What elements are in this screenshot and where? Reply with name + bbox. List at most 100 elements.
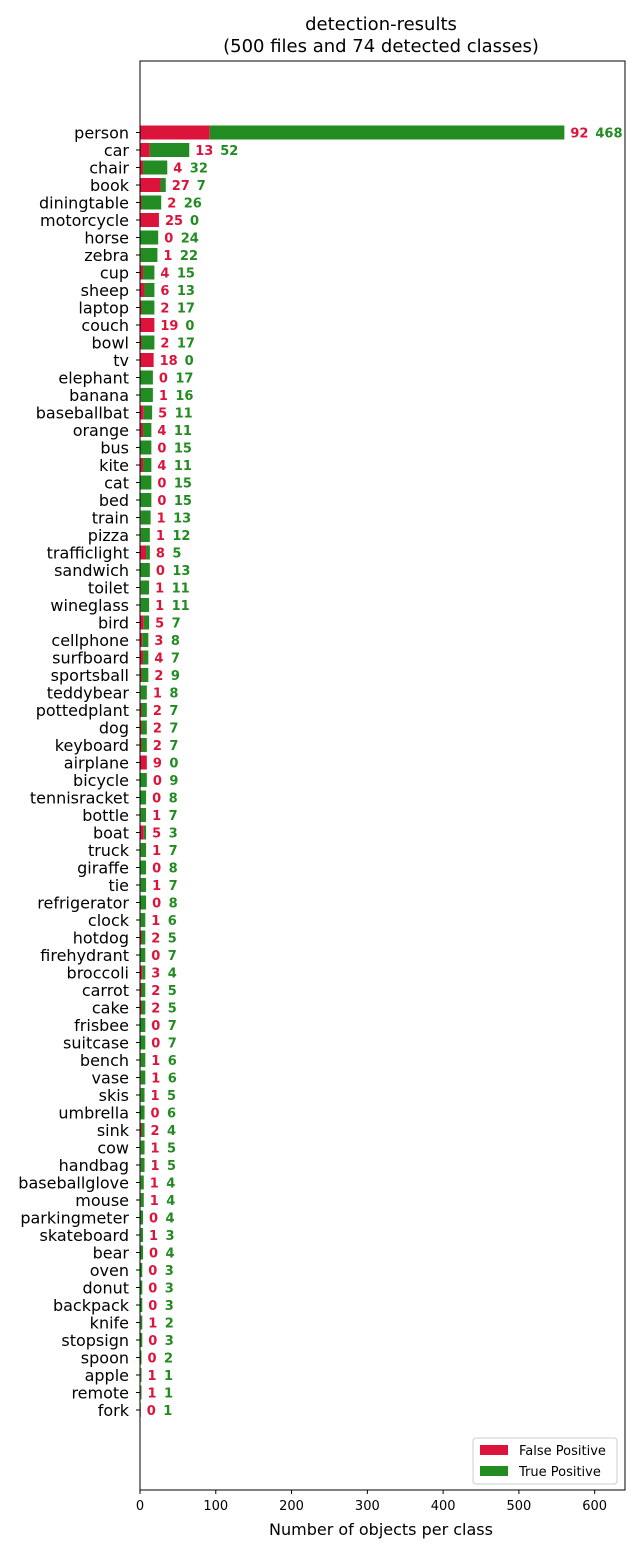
x-tick-label: 600: [582, 1499, 607, 1514]
bar-true-positive-cellphone: [142, 633, 149, 647]
bar-true-positive-broccoli: [142, 965, 146, 980]
y-tick-label-cow: cow: [97, 1139, 129, 1158]
y-tick-label-pizza: pizza: [88, 526, 129, 545]
data-label-false-positive-motorcycle: 25: [165, 214, 183, 229]
bar-true-positive-bicycle: [140, 773, 147, 787]
bar-true-positive-backpack: [140, 1298, 143, 1312]
bar-true-positive-boat: [143, 825, 147, 840]
data-label-false-positive-cake: 2: [151, 1002, 160, 1017]
bar-true-positive-bowl: [141, 335, 155, 350]
data-label-true-positive-wineglass: 11: [172, 599, 190, 614]
bar-false-positive-diningtable: [140, 195, 142, 210]
bar-true-positive-bird: [143, 615, 150, 630]
bar-false-positive-car: [140, 143, 150, 157]
data-label-false-positive-surfboard: 4: [154, 652, 163, 667]
bar-false-positive-couch: [140, 318, 155, 332]
data-label-false-positive-bowl: 2: [160, 337, 169, 352]
y-tick-label-mouse: mouse: [75, 1191, 129, 1210]
y-tick-label-spoon: spoon: [81, 1349, 129, 1368]
data-label-true-positive-car: 52: [220, 144, 238, 159]
legend-swatch-true-positive: [480, 1466, 508, 1476]
data-label-true-positive-bottle: 7: [169, 809, 178, 824]
bar-false-positive-cup: [140, 265, 144, 280]
bar-true-positive-car: [149, 143, 190, 157]
bar-true-positive-elephant: [140, 370, 153, 385]
bar-true-positive-bus: [140, 440, 152, 455]
bar-true-positive-bottle: [140, 808, 147, 822]
plot-area-frame: [139, 60, 626, 1491]
data-label-false-positive-stopsign: 0: [148, 1334, 157, 1349]
y-tick-label-motorcycle: motorcycle: [40, 211, 129, 230]
y-tick-label-tennisracket: tennisracket: [30, 789, 129, 808]
y-tick-label-stopsign: stopsign: [61, 1331, 129, 1350]
y-tick-label-bear: bear: [93, 1244, 130, 1263]
data-label-true-positive-couch: 0: [185, 319, 194, 334]
data-label-false-positive-parkingmeter: 0: [149, 1212, 158, 1227]
data-label-true-positive-refrigerator: 8: [169, 897, 178, 912]
bar-false-positive-orange: [140, 423, 144, 437]
y-tick-label-train: train: [92, 509, 129, 528]
data-label-false-positive-bed: 0: [157, 494, 166, 509]
data-label-true-positive-tv: 0: [185, 354, 194, 369]
data-label-true-positive-vase: 6: [168, 1072, 177, 1087]
data-label-true-positive-horse: 24: [181, 232, 199, 247]
data-label-true-positive-kite: 11: [174, 459, 192, 474]
bar-false-positive-pottedplant: [140, 703, 142, 717]
bar-true-positive-trafficlight: [146, 545, 150, 560]
data-label-true-positive-sandwich: 13: [172, 564, 190, 579]
y-tick-label-bicycle: bicycle: [73, 771, 129, 790]
data-label-false-positive-tie: 1: [152, 879, 161, 894]
data-label-false-positive-frisbee: 0: [151, 1019, 160, 1034]
bar-false-positive-dog: [140, 720, 142, 735]
data-label-true-positive-zebra: 22: [180, 249, 198, 264]
data-label-false-positive-clock: 1: [151, 914, 160, 929]
y-tick-label-book: book: [90, 176, 130, 195]
data-label-true-positive-bus: 15: [174, 442, 192, 457]
data-label-false-positive-remote: 1: [148, 1387, 157, 1402]
y-tick-label-apple: apple: [85, 1366, 129, 1385]
data-label-false-positive-hotdog: 2: [151, 932, 160, 947]
bar-true-positive-firehydrant: [140, 948, 146, 962]
y-tick-label-frisbee: frisbee: [74, 1016, 129, 1035]
y-tick-label-skateboard: skateboard: [40, 1226, 129, 1245]
y-tick-label-clock: clock: [88, 911, 130, 930]
data-label-true-positive-cellphone: 8: [171, 634, 180, 649]
bar-true-positive-frisbee: [140, 1018, 146, 1032]
data-label-true-positive-cup: 15: [177, 267, 195, 282]
data-label-false-positive-tennisracket: 0: [152, 792, 161, 807]
bar-true-positive-cup: [143, 265, 155, 280]
data-label-true-positive-bed: 15: [174, 494, 192, 509]
bar-true-positive-pottedplant: [141, 703, 147, 717]
data-label-true-positive-laptop: 17: [177, 302, 195, 317]
data-label-false-positive-cat: 0: [157, 477, 166, 492]
bar-true-positive-remote: [140, 1385, 142, 1400]
y-tick-label-teddybear: teddybear: [47, 684, 130, 703]
bar-true-positive-tie: [140, 878, 147, 892]
y-tick-label-horse: horse: [84, 229, 129, 248]
data-label-true-positive-elephant: 17: [175, 372, 193, 387]
data-label-true-positive-orange: 11: [174, 424, 192, 439]
data-label-false-positive-bus: 0: [157, 442, 166, 457]
data-label-false-positive-pizza: 1: [156, 529, 165, 544]
data-label-false-positive-spoon: 0: [148, 1352, 157, 1367]
y-tick-label-bowl: bowl: [92, 334, 129, 353]
data-label-false-positive-skis: 1: [151, 1089, 160, 1104]
bar-true-positive-parkingmeter: [140, 1210, 144, 1225]
y-tick-label-laptop: laptop: [78, 299, 129, 318]
data-label-false-positive-tv: 18: [160, 354, 178, 369]
data-label-true-positive-chair: 32: [190, 162, 208, 177]
bar-false-positive-bird: [140, 615, 144, 630]
bar-true-positive-sandwich: [140, 563, 150, 577]
data-label-true-positive-person: 468: [595, 127, 622, 142]
data-label-false-positive-banana: 1: [159, 389, 168, 404]
bar-false-positive-broccoli: [140, 965, 143, 980]
y-tick-label-bus: bus: [100, 439, 129, 458]
legend-label-false-positive: False Positive: [519, 1444, 606, 1459]
y-tick-label-fork: fork: [98, 1401, 130, 1420]
x-tick-label: 500: [506, 1499, 531, 1514]
data-label-true-positive-firehydrant: 7: [168, 949, 177, 964]
y-tick-label-refrigerator: refrigerator: [37, 894, 129, 913]
data-label-true-positive-umbrella: 6: [167, 1107, 176, 1122]
bar-true-positive-bear: [140, 1245, 144, 1260]
